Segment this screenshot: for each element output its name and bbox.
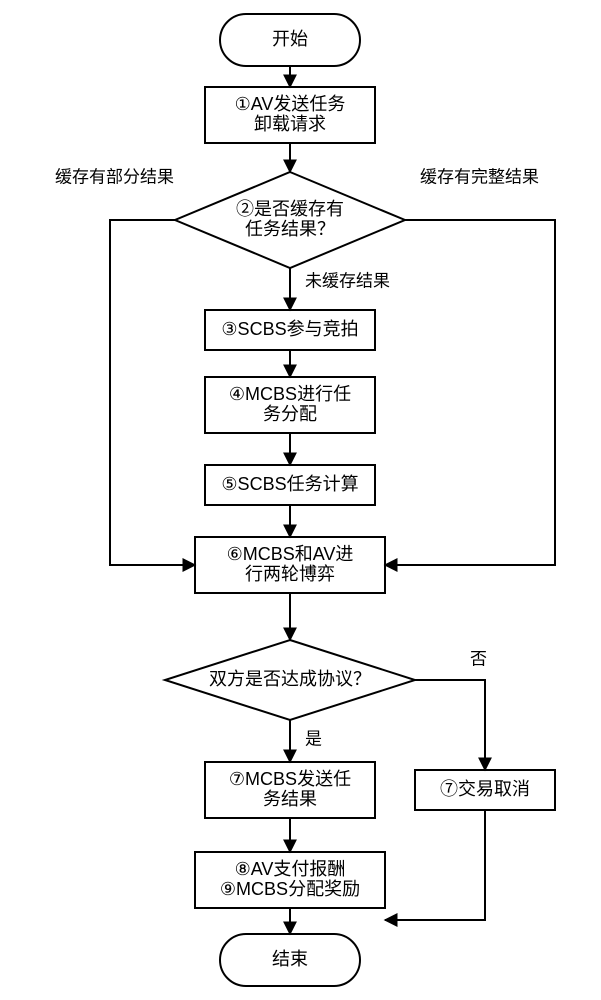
label-lbl-partial: 缓存有部分结果 — [55, 167, 174, 186]
node-n7a-text: ⑦MCBS发送任 — [229, 769, 351, 789]
node-n1-text: 卸载请求 — [254, 114, 326, 134]
node-d1: ②是否缓存有任务结果？ — [175, 172, 405, 268]
node-n89-text: ⑨MCBS分配奖励 — [220, 879, 360, 899]
node-n4: ④MCBS进行任务分配 — [205, 377, 375, 433]
node-n89: ⑧AV支付报酬⑨MCBS分配奖励 — [195, 852, 385, 908]
node-start: 开始 — [220, 14, 360, 66]
path-d2-right-to-n7b — [415, 680, 485, 770]
node-d1-text: 任务结果？ — [245, 219, 335, 239]
path-d1-right-loop — [385, 220, 555, 565]
node-n7b-text: ⑦交易取消 — [440, 779, 530, 799]
node-n6-text: 行两轮博弈 — [245, 564, 335, 584]
path-d1-left-loop — [110, 220, 195, 565]
node-n7a: ⑦MCBS发送任务结果 — [205, 762, 375, 818]
node-n89-text: ⑧AV支付报酬 — [235, 859, 346, 879]
node-n6: ⑥MCBS和AV进行两轮博弈 — [195, 537, 385, 593]
node-n3: ③SCBS参与竞拍 — [205, 310, 375, 350]
node-n4-text: ④MCBS进行任 — [229, 384, 351, 404]
node-n5: ⑤SCBS任务计算 — [205, 465, 375, 505]
node-d2-text: 双方是否达成协议？ — [209, 669, 371, 689]
node-n1: ①AV发送任务卸载请求 — [205, 87, 375, 143]
node-n3-text: ③SCBS参与竞拍 — [221, 319, 358, 339]
node-n6-text: ⑥MCBS和AV进 — [227, 544, 354, 564]
label-lbl-yes: 是 — [305, 729, 322, 748]
node-n7b: ⑦交易取消 — [415, 770, 555, 810]
node-n7a-text: 务结果 — [263, 789, 317, 809]
node-start-text: 开始 — [272, 29, 308, 49]
path-n7b-down-merge — [385, 810, 485, 920]
node-end-text: 结束 — [272, 949, 308, 969]
node-d1-text: ②是否缓存有 — [236, 199, 344, 219]
node-end: 结束 — [220, 934, 360, 986]
node-n5-text: ⑤SCBS任务计算 — [221, 474, 358, 494]
node-n1-text: ①AV发送任务 — [235, 94, 346, 114]
label-lbl-complete: 缓存有完整结果 — [420, 167, 539, 186]
node-d2: 双方是否达成协议？ — [165, 640, 415, 720]
label-lbl-nocache: 未缓存结果 — [305, 271, 390, 290]
flowchart: 开始 ①AV发送任务卸载请求 ②是否缓存有任务结果？ ③SCBS参与竞拍 ④MCBS进行… — [0, 0, 601, 1000]
label-lbl-no: 否 — [470, 649, 487, 668]
node-n4-text: 务分配 — [263, 404, 317, 424]
